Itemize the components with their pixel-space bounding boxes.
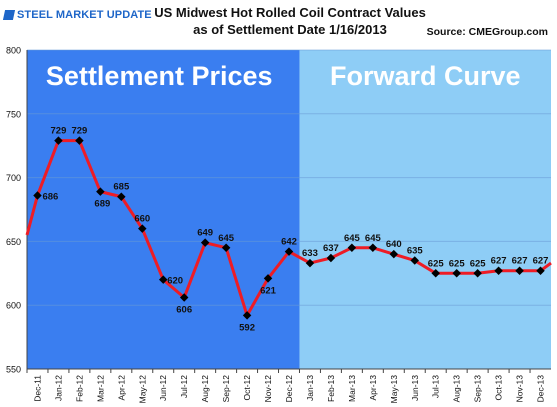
region-label-settlement: Settlement Prices bbox=[46, 61, 273, 91]
chart-title-line2: as of Settlement Date 1/16/2013 bbox=[193, 22, 387, 37]
data-point bbox=[389, 249, 399, 259]
logo-text: STEEL MARKET UPDATE bbox=[17, 9, 152, 21]
x-tick-label: Dec-11 bbox=[32, 375, 42, 402]
data-point bbox=[96, 187, 105, 196]
data-point bbox=[117, 192, 126, 201]
data-point bbox=[158, 275, 168, 284]
settlement-region-bg bbox=[27, 50, 300, 369]
data-label: 627 bbox=[512, 256, 528, 267]
data-point bbox=[242, 311, 252, 320]
x-tick-label: Mar-12 bbox=[95, 375, 105, 402]
data-point bbox=[347, 243, 357, 253]
y-tick-label: 800 bbox=[6, 46, 21, 56]
logo: STEEL MARKET UPDATE bbox=[2, 9, 152, 21]
data-point bbox=[54, 136, 63, 145]
data-label: 627 bbox=[533, 256, 549, 267]
data-point bbox=[200, 238, 210, 247]
data-label: 635 bbox=[407, 246, 424, 257]
data-point bbox=[368, 243, 378, 253]
data-label: 645 bbox=[365, 233, 382, 244]
chart-title-line1: US Midwest Hot Rolled Coil Contract Valu… bbox=[154, 5, 426, 20]
forward-region-bg bbox=[299, 50, 551, 369]
x-tick-label: Apr-13 bbox=[368, 375, 378, 401]
data-label: 649 bbox=[197, 228, 213, 239]
data-label: 620 bbox=[167, 276, 183, 287]
y-tick-label: 750 bbox=[6, 109, 21, 119]
data-point bbox=[138, 224, 147, 233]
x-tick-label: Mar-13 bbox=[347, 375, 357, 402]
data-label: 621 bbox=[260, 285, 277, 296]
x-tick-label: Jul-13 bbox=[431, 375, 441, 398]
y-tick-label: 600 bbox=[6, 301, 21, 311]
data-label: 645 bbox=[218, 233, 235, 244]
data-label: 660 bbox=[134, 214, 150, 225]
data-point bbox=[263, 274, 273, 283]
y-tick-label: 550 bbox=[6, 365, 21, 375]
data-point bbox=[75, 136, 84, 145]
data-label: 640 bbox=[386, 239, 402, 250]
data-point bbox=[473, 269, 482, 278]
data-label: 637 bbox=[323, 243, 339, 254]
data-label: 627 bbox=[491, 256, 507, 267]
data-label: 625 bbox=[428, 258, 445, 269]
data-label: 729 bbox=[51, 126, 67, 137]
x-tick-label: Nov-12 bbox=[263, 375, 273, 403]
x-tick-label: Dec-13 bbox=[536, 375, 546, 403]
x-tick-label: May-13 bbox=[389, 375, 399, 404]
data-point bbox=[452, 269, 461, 278]
data-label: 642 bbox=[281, 237, 297, 248]
y-tick-label: 700 bbox=[6, 173, 21, 183]
data-point bbox=[305, 258, 315, 268]
x-tick-label: Oct-12 bbox=[242, 375, 252, 401]
data-point bbox=[284, 247, 294, 256]
x-tick-label: Jul-12 bbox=[179, 375, 189, 398]
data-point bbox=[494, 266, 503, 275]
x-tick-label: Aug-13 bbox=[452, 375, 462, 403]
x-tick-label: May-12 bbox=[137, 375, 147, 404]
x-tick-label: Jan-13 bbox=[305, 375, 315, 401]
data-point bbox=[221, 243, 231, 253]
chart-title: US Midwest Hot Rolled Coil Contract Valu… bbox=[120, 4, 460, 38]
source-label: Source: CMEGroup.com bbox=[426, 26, 548, 38]
data-point bbox=[515, 266, 524, 275]
x-tick-label: Oct-13 bbox=[494, 375, 504, 401]
data-point bbox=[536, 266, 545, 275]
data-label: 689 bbox=[94, 199, 110, 210]
data-point bbox=[410, 256, 420, 265]
data-label: 592 bbox=[239, 322, 255, 333]
x-tick-label: Jun-12 bbox=[158, 375, 168, 401]
data-label: 686 bbox=[42, 191, 58, 202]
region-label-forward: Forward Curve bbox=[330, 61, 521, 91]
x-tick-label: Sep-12 bbox=[221, 375, 231, 403]
x-tick-label: Aug-12 bbox=[200, 375, 210, 403]
x-tick-label: Sep-13 bbox=[473, 375, 483, 403]
x-tick-label: Jun-13 bbox=[410, 375, 420, 401]
x-tick-label: Jan-12 bbox=[53, 375, 63, 401]
data-label: 685 bbox=[113, 182, 130, 193]
x-tick-label: Apr-12 bbox=[116, 375, 126, 401]
data-point bbox=[33, 191, 42, 200]
x-tick-label: Dec-12 bbox=[284, 375, 294, 403]
y-tick-label: 650 bbox=[6, 237, 21, 247]
data-label: 625 bbox=[449, 258, 466, 269]
x-tick-label: Nov-13 bbox=[515, 375, 525, 403]
data-label: 645 bbox=[344, 233, 361, 244]
data-label: 625 bbox=[470, 258, 487, 269]
data-label: 633 bbox=[302, 248, 318, 259]
data-point bbox=[179, 293, 189, 302]
x-tick-label: Feb-13 bbox=[326, 375, 336, 402]
data-point bbox=[326, 253, 336, 263]
data-label: 729 bbox=[71, 126, 87, 137]
data-point bbox=[431, 269, 440, 278]
x-tick-label: Feb-12 bbox=[74, 375, 84, 402]
data-label: 606 bbox=[176, 305, 192, 316]
